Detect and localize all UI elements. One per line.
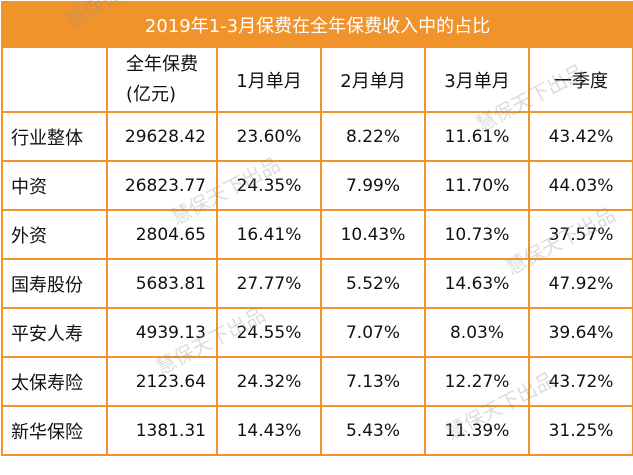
- header-q1: 一季度: [527, 46, 633, 113]
- row-name: 新华保险: [1, 405, 108, 456]
- row-feb: 7.13%: [320, 356, 426, 407]
- premium-share-table: 2019年1-3月保费在全年保费收入中的占比 全年保费 (亿元) 1月单月 2月单…: [0, 1, 633, 456]
- row-mar: 11.70%: [424, 160, 530, 211]
- header-premium-line1: 全年保费: [126, 53, 198, 75]
- table-row: 国寿股份 5683.81 27.77% 5.52% 14.63% 47.92%: [1, 258, 633, 309]
- row-feb: 10.43%: [320, 209, 426, 260]
- row-mar: 11.61%: [424, 111, 530, 162]
- row-name: 中资: [1, 160, 108, 211]
- table-row: 新华保险 1381.31 14.43% 5.43% 11.39% 31.25%: [1, 405, 633, 456]
- row-jan: 14.43%: [216, 405, 322, 456]
- table-row: 外资 2804.65 16.41% 10.43% 10.73% 37.57%: [1, 209, 633, 260]
- row-jan: 16.41%: [216, 209, 322, 260]
- table-row: 平安人寿 4939.13 24.55% 7.07% 8.03% 39.64%: [1, 307, 633, 358]
- header-jan: 1月单月: [216, 46, 322, 113]
- row-q1: 43.42%: [527, 111, 633, 162]
- row-premium: 1381.31: [106, 405, 218, 456]
- row-jan: 24.32%: [216, 356, 322, 407]
- header-mar: 3月单月: [424, 46, 530, 113]
- row-q1: 31.25%: [527, 405, 633, 456]
- header-feb: 2月单月: [320, 46, 426, 113]
- row-premium: 5683.81: [106, 258, 218, 309]
- row-premium: 29628.42: [106, 111, 218, 162]
- row-feb: 5.43%: [320, 405, 426, 456]
- row-name: 太保寿险: [1, 356, 108, 407]
- table-header-row: 全年保费 (亿元) 1月单月 2月单月 3月单月 一季度: [1, 46, 633, 113]
- row-premium: 26823.77: [106, 160, 218, 211]
- row-mar: 12.27%: [424, 356, 530, 407]
- row-name: 国寿股份: [1, 258, 108, 309]
- row-name: 平安人寿: [1, 307, 108, 358]
- row-jan: 27.77%: [216, 258, 322, 309]
- table-title: 2019年1-3月保费在全年保费收入中的占比: [0, 1, 633, 48]
- row-q1: 37.57%: [527, 209, 633, 260]
- table-row: 太保寿险 2123.64 24.32% 7.13% 12.27% 43.72%: [1, 356, 633, 407]
- row-mar: 10.73%: [424, 209, 530, 260]
- row-q1: 39.64%: [527, 307, 633, 358]
- row-q1: 44.03%: [527, 160, 633, 211]
- table-row: 行业整体 29628.42 23.60% 8.22% 11.61% 43.42%: [1, 111, 633, 162]
- row-premium: 4939.13: [106, 307, 218, 358]
- row-premium: 2804.65: [106, 209, 218, 260]
- row-name: 行业整体: [1, 111, 108, 162]
- row-jan: 24.35%: [216, 160, 322, 211]
- row-feb: 5.52%: [320, 258, 426, 309]
- row-name: 外资: [1, 209, 108, 260]
- row-jan: 23.60%: [216, 111, 322, 162]
- row-mar: 14.63%: [424, 258, 530, 309]
- row-q1: 43.72%: [527, 356, 633, 407]
- table-title-row: 2019年1-3月保费在全年保费收入中的占比: [0, 1, 633, 48]
- row-mar: 8.03%: [424, 307, 530, 358]
- row-mar: 11.39%: [424, 405, 530, 456]
- header-empty-cell: [1, 46, 108, 113]
- row-premium: 2123.64: [106, 356, 218, 407]
- row-feb: 8.22%: [320, 111, 426, 162]
- row-feb: 7.99%: [320, 160, 426, 211]
- table-row: 中资 26823.77 24.35% 7.99% 11.70% 44.03%: [1, 160, 633, 211]
- row-q1: 47.92%: [527, 258, 633, 309]
- row-feb: 7.07%: [320, 307, 426, 358]
- header-premium-line2: (亿元): [126, 83, 177, 105]
- row-jan: 24.55%: [216, 307, 322, 358]
- header-premium: 全年保费 (亿元): [106, 46, 218, 113]
